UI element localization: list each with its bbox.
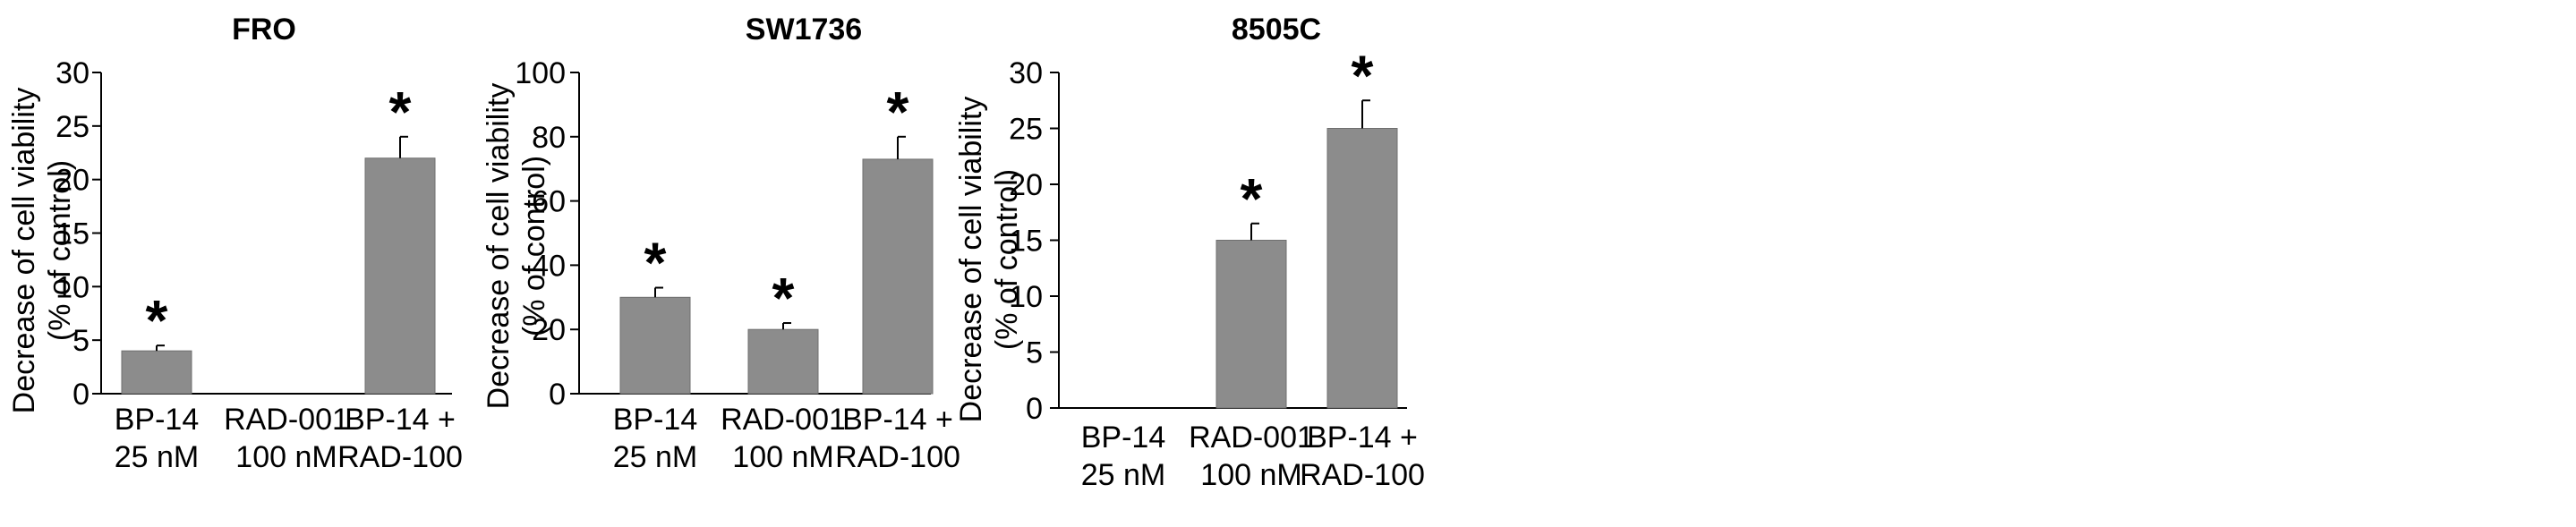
panel1-category-label: RAD-100 <box>337 440 463 474</box>
panel3-y-tick-label: 10 <box>1009 280 1043 314</box>
panel2-category-label: 100 nM <box>732 440 833 474</box>
panel3-y-tick-label: 25 <box>1009 113 1043 147</box>
panel2-y-tick-label: 20 <box>532 313 566 347</box>
panel3-category-label: BP-14 + <box>1307 421 1418 455</box>
panel1-bar <box>364 157 436 395</box>
panel1-y-tick-label: 5 <box>73 324 90 358</box>
panel3-y-tick-label: 20 <box>1009 168 1043 202</box>
panel3-chart-title: 8505C <box>1232 13 1321 47</box>
panel2-category-label: RAD-001 <box>721 403 846 437</box>
panel3-significance-mark: * <box>1241 166 1263 231</box>
panel1-y-tick-label: 0 <box>73 378 90 412</box>
panel1-category-label: RAD-001 <box>224 403 349 437</box>
panel2-y-tick-label: 80 <box>532 121 566 155</box>
panel3-category-label: RAD-100 <box>1300 458 1425 492</box>
panel2-category-label: RAD-100 <box>835 440 960 474</box>
panel2-y-axis-label-line: (% of control) <box>517 156 551 336</box>
panel3-category-label: 25 nM <box>1081 458 1166 492</box>
panel3-category-label: RAD-001 <box>1189 421 1314 455</box>
panel2-significance-mark: * <box>644 231 667 295</box>
panel2-category-label: BP-14 + <box>842 403 953 437</box>
panel1-y-tick-label: 10 <box>55 270 90 304</box>
panel1-bar <box>121 350 192 395</box>
panel1-category-label: BP-14 + <box>345 403 456 437</box>
panel1-y-axis-label-line: Decrease of cell viability <box>7 88 41 414</box>
panel3-y-tick-label: 0 <box>1026 392 1043 426</box>
panel1-y-tick-label: 15 <box>55 217 90 251</box>
panel1-chart-title: FRO <box>232 13 296 47</box>
panel2-y-axis-label-line: Decrease of cell viability <box>482 83 516 410</box>
panel2-y-tick-label: 60 <box>532 185 566 219</box>
panel3-y-axis-label: Decrease of cell viability (% of control) <box>954 97 1024 423</box>
panel3-category-label: BP-14 <box>1081 421 1166 455</box>
panel3-y-tick-label: 15 <box>1009 225 1043 259</box>
panel2-significance-mark: * <box>772 266 795 330</box>
panel1-category-label: 25 nM <box>115 440 200 474</box>
panel2-y-tick-label: 0 <box>549 378 566 412</box>
panel2-y-tick-label: 100 <box>515 56 566 90</box>
panel1-y-tick-label: 25 <box>55 110 90 144</box>
panel2-y-tick-label: 40 <box>532 249 566 283</box>
panel3-category-label: 100 nM <box>1200 458 1301 492</box>
panel1-category-label: 100 nM <box>235 440 337 474</box>
panel1-y-tick-label: 30 <box>55 56 90 90</box>
panel2-bar <box>862 158 934 395</box>
panel1-y-axis-label-line: (% of control) <box>43 160 77 341</box>
panel1-y-axis-label: Decrease of cell viability (% of control) <box>7 88 77 414</box>
panel2-y-axis-label: Decrease of cell viability (% of control) <box>482 83 551 410</box>
panel3-bar <box>1215 240 1287 409</box>
panel2-chart-title: SW1736 <box>746 13 862 47</box>
panel1-y-tick-label: 20 <box>55 164 90 198</box>
panel2-bar <box>619 296 691 395</box>
panel1-significance-mark: * <box>389 80 412 144</box>
panel2-bar <box>747 328 819 395</box>
panel3-y-tick-label: 30 <box>1009 56 1043 90</box>
panel1-significance-mark: * <box>146 288 168 353</box>
panel3-significance-mark: * <box>1352 43 1374 107</box>
panel3-y-axis-label-line: (% of control) <box>990 169 1024 350</box>
panel2-significance-mark: * <box>887 80 909 144</box>
panel1-category-label: BP-14 <box>115 403 200 437</box>
panel2-category-label: 25 nM <box>613 440 698 474</box>
panel3-y-axis-label-line: Decrease of cell viability <box>954 97 988 423</box>
panel3-bar <box>1326 128 1398 409</box>
panel3-y-tick-label: 5 <box>1026 336 1043 370</box>
panel2-category-label: BP-14 <box>613 403 698 437</box>
